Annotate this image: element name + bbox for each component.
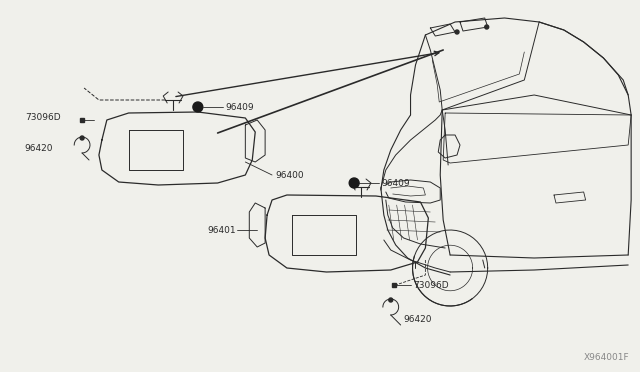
Text: 96409: 96409 [225, 103, 254, 112]
Circle shape [484, 25, 489, 29]
Text: 96409: 96409 [382, 179, 410, 187]
Text: 96401: 96401 [208, 225, 236, 234]
Circle shape [388, 298, 393, 302]
Text: 96400: 96400 [275, 170, 303, 180]
Text: 73096D: 73096D [25, 112, 60, 122]
Circle shape [455, 30, 459, 34]
Circle shape [80, 136, 84, 140]
Circle shape [193, 102, 203, 112]
Circle shape [349, 178, 359, 188]
Text: 73096D: 73096D [413, 280, 449, 289]
Bar [80, 118, 84, 122]
Text: 96420: 96420 [25, 144, 53, 153]
Text: X964001F: X964001F [584, 353, 629, 362]
Text: 96420: 96420 [404, 315, 432, 324]
Bar [392, 283, 396, 287]
